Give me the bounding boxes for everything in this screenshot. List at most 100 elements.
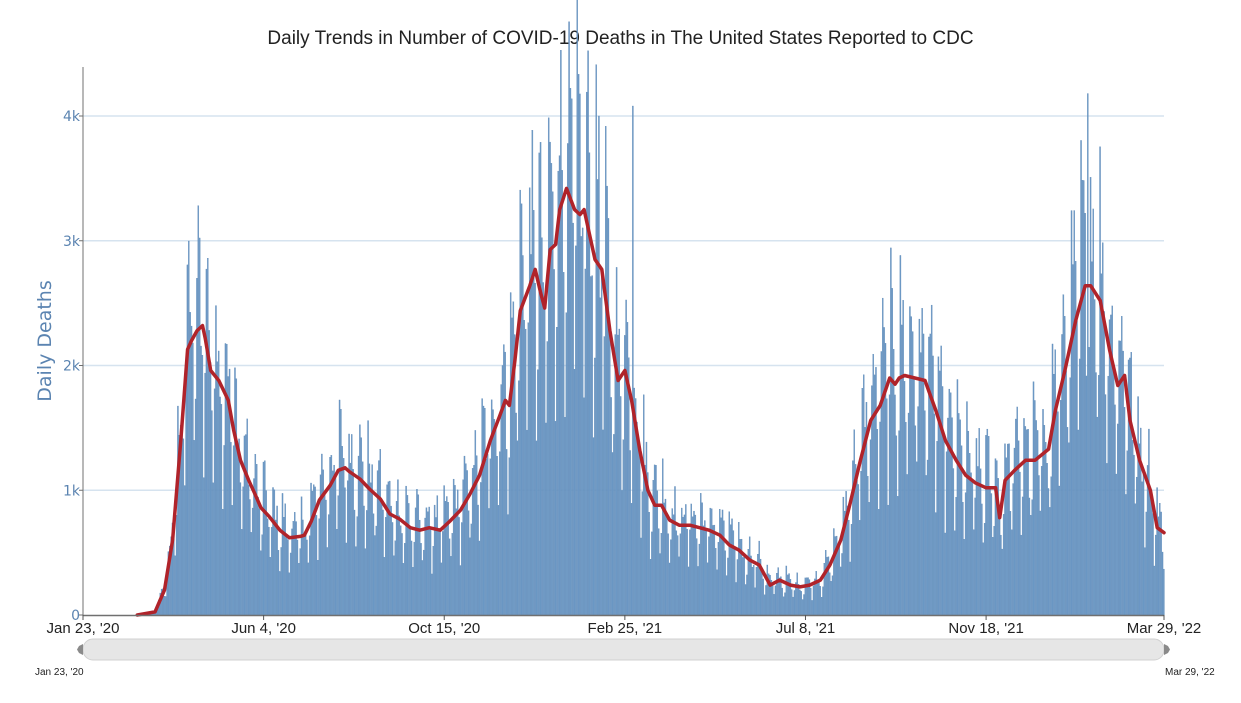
bar-daily-deaths[interactable] [436, 495, 439, 616]
bar-daily-deaths[interactable] [511, 317, 513, 616]
bar-daily-deaths[interactable] [954, 530, 956, 616]
bar-daily-deaths[interactable] [928, 336, 930, 616]
bar-daily-deaths[interactable] [861, 388, 864, 616]
bar-daily-deaths[interactable] [450, 556, 452, 616]
bar-daily-deaths[interactable] [543, 304, 546, 616]
navigator-left-handle-icon[interactable] [77, 644, 83, 655]
bar-daily-deaths[interactable] [762, 578, 764, 616]
bar-daily-deaths[interactable] [786, 574, 789, 616]
bar-daily-deaths[interactable] [723, 520, 725, 616]
bar-daily-deaths[interactable] [406, 495, 409, 616]
bar-daily-deaths[interactable] [380, 502, 383, 616]
bar-daily-deaths[interactable] [675, 530, 678, 616]
bar-daily-deaths[interactable] [845, 491, 847, 616]
bar-daily-deaths[interactable] [1112, 371, 1115, 616]
bar-daily-deaths[interactable] [310, 482, 312, 616]
bar-daily-deaths[interactable] [894, 394, 896, 616]
bar-daily-deaths[interactable] [456, 489, 459, 616]
bar-daily-deaths[interactable] [1077, 429, 1080, 616]
bar-daily-deaths[interactable] [222, 508, 224, 616]
bar-daily-deaths[interactable] [732, 530, 735, 616]
bar-daily-deaths[interactable] [958, 413, 960, 616]
bar-daily-deaths[interactable] [552, 191, 554, 616]
bar-daily-deaths[interactable] [833, 528, 835, 616]
bar-daily-deaths[interactable] [784, 592, 786, 616]
bar-daily-deaths[interactable] [734, 547, 736, 616]
bar-daily-deaths[interactable] [776, 572, 778, 616]
bar-daily-deaths[interactable] [230, 442, 232, 616]
bar-daily-deaths[interactable] [719, 509, 721, 616]
bar-daily-deaths[interactable] [694, 514, 697, 616]
bar-daily-deaths[interactable] [990, 493, 993, 616]
bar-daily-deaths[interactable] [571, 98, 573, 616]
bar-daily-deaths[interactable] [351, 434, 353, 616]
bar-daily-deaths[interactable] [676, 535, 679, 616]
bar-daily-deaths[interactable] [986, 428, 989, 616]
bar-daily-deaths[interactable] [797, 584, 800, 616]
bar-daily-deaths[interactable] [291, 528, 293, 616]
bar-daily-deaths[interactable] [966, 401, 968, 616]
bar-daily-deaths[interactable] [451, 533, 453, 616]
bar-daily-deaths[interactable] [774, 585, 777, 616]
bar-daily-deaths[interactable] [1102, 242, 1104, 616]
bar-daily-deaths[interactable] [758, 540, 760, 616]
bar-daily-deaths[interactable] [1089, 177, 1092, 616]
bar-daily-deaths[interactable] [1058, 485, 1061, 616]
bar-daily-deaths[interactable] [1026, 429, 1028, 616]
bar-daily-deaths[interactable] [977, 466, 979, 616]
bar-daily-deaths[interactable] [987, 436, 990, 616]
bar-daily-deaths[interactable] [211, 410, 213, 616]
bar-daily-deaths[interactable] [416, 489, 418, 616]
bar-daily-deaths[interactable] [1157, 516, 1160, 616]
bar-daily-deaths[interactable] [484, 408, 486, 616]
bar-daily-deaths[interactable] [1163, 568, 1165, 616]
bar-daily-deaths[interactable] [409, 525, 411, 616]
bar-daily-deaths[interactable] [442, 531, 444, 616]
bar-daily-deaths[interactable] [686, 529, 688, 616]
bar-daily-deaths[interactable] [546, 341, 549, 616]
bar-daily-deaths[interactable] [1108, 319, 1111, 616]
bar-daily-deaths[interactable] [493, 419, 496, 616]
bar-daily-deaths[interactable] [1088, 347, 1090, 616]
bar-daily-deaths[interactable] [867, 476, 869, 616]
bar-daily-deaths[interactable] [700, 493, 702, 616]
bar-daily-deaths[interactable] [1160, 511, 1162, 616]
bar-daily-deaths[interactable] [702, 525, 705, 616]
bar-daily-deaths[interactable] [238, 438, 240, 616]
bar-daily-deaths[interactable] [872, 353, 874, 616]
bar-daily-deaths[interactable] [477, 504, 479, 616]
bar-daily-deaths[interactable] [337, 495, 339, 616]
bar-daily-deaths[interactable] [807, 577, 809, 616]
bar-daily-deaths[interactable] [1023, 418, 1025, 616]
bar-daily-deaths[interactable] [485, 458, 487, 616]
bar-daily-deaths[interactable] [435, 517, 437, 616]
bar-daily-deaths[interactable] [315, 515, 318, 616]
bar-daily-deaths[interactable] [1028, 497, 1031, 616]
bar-daily-deaths[interactable] [724, 550, 726, 616]
bar-daily-deaths[interactable] [1066, 427, 1069, 616]
bar-daily-deaths[interactable] [584, 268, 587, 616]
bar-daily-deaths[interactable] [431, 573, 433, 616]
bar-daily-deaths[interactable] [727, 557, 729, 616]
bar-daily-deaths[interactable] [663, 502, 665, 616]
bar-daily-deaths[interactable] [443, 485, 445, 616]
bar-daily-deaths[interactable] [993, 526, 995, 616]
bar-daily-deaths[interactable] [360, 437, 362, 616]
bar-daily-deaths[interactable] [856, 479, 858, 616]
bar-daily-deaths[interactable] [313, 484, 315, 616]
bar-daily-deaths[interactable] [288, 572, 290, 616]
bar-daily-deaths[interactable] [1087, 93, 1089, 616]
bar-daily-deaths[interactable] [1069, 377, 1071, 616]
bar-daily-deaths[interactable] [705, 530, 707, 616]
bar-daily-deaths[interactable] [404, 543, 406, 616]
bar-daily-deaths[interactable] [645, 441, 648, 616]
bar-daily-deaths[interactable] [249, 499, 251, 616]
bar-daily-deaths[interactable] [725, 575, 728, 616]
bar-daily-deaths[interactable] [708, 536, 710, 616]
bar-daily-deaths[interactable] [982, 542, 984, 616]
bar-daily-deaths[interactable] [163, 596, 166, 616]
bar-daily-deaths[interactable] [691, 516, 694, 616]
bar-daily-deaths[interactable] [755, 567, 758, 616]
bar-daily-deaths[interactable] [518, 380, 520, 616]
bar-daily-deaths[interactable] [410, 540, 413, 616]
